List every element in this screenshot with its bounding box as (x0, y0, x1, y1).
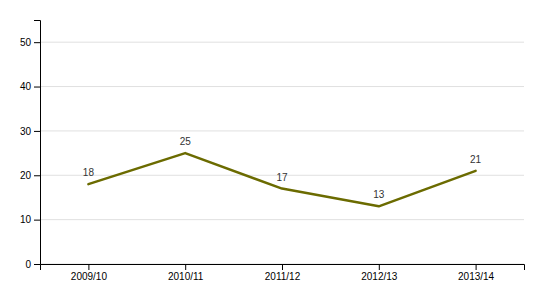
y-tick: 50 (20, 37, 40, 48)
x-tick-mark (88, 264, 89, 270)
x-tick: 2009/10 (71, 264, 108, 282)
x-tick: 2011/12 (265, 264, 301, 282)
x-tick: 2012/13 (361, 264, 398, 282)
x-tick-label: 2010/11 (168, 271, 204, 282)
data-label: 13 (373, 189, 385, 200)
x-tick-label: 2012/13 (361, 271, 398, 282)
data-label: 25 (180, 136, 192, 147)
chart: 010203040502009/102010/112011/122012/132… (0, 0, 548, 294)
data-label: 21 (470, 154, 482, 165)
y-tick-mark (34, 42, 40, 43)
line (88, 153, 475, 206)
y-tick-label: 50 (20, 37, 32, 48)
x-tick: 2013/14 (458, 264, 495, 282)
y-tick: 10 (20, 214, 40, 225)
x-tick-mark (282, 264, 283, 270)
data-labels: 18 25 17 13 21 (83, 136, 482, 200)
y-axis: 0 10 20 30 40 50 (20, 21, 41, 270)
x-tick-label: 2009/10 (71, 271, 108, 282)
x-tick-label: 2013/14 (458, 271, 495, 282)
x-tick-label: 2011/12 (265, 271, 301, 282)
data-label: 18 (83, 167, 95, 178)
y-tick-mark (34, 175, 40, 176)
grid-line (40, 130, 524, 131)
y-tick-label: 20 (20, 170, 32, 181)
x-tick: 2010/11 (168, 264, 204, 282)
y-tick-mark (34, 87, 40, 88)
data-label: 17 (276, 172, 288, 183)
x-tick-mark (185, 264, 186, 270)
y-tick: 30 (20, 126, 40, 137)
y-axis-line (34, 21, 41, 265)
y-tick-mark (34, 220, 40, 221)
y-tick: 40 (20, 81, 40, 92)
y-tick: 20 (20, 170, 40, 181)
y-tick-mark (34, 264, 40, 265)
grid (40, 42, 524, 264)
plot: 010203040502009/102010/112011/122012/132… (20, 21, 525, 283)
grid-line (40, 219, 524, 220)
marks (88, 153, 475, 206)
grid-line (40, 42, 524, 43)
y-tick-label: 10 (20, 214, 32, 225)
y-tick-label: 0 (25, 259, 31, 270)
y-tick-mark (34, 131, 40, 132)
grid-line (40, 86, 524, 87)
y-tick: 0 (25, 259, 40, 270)
x-tick-mark (379, 264, 380, 270)
x-axis: 2009/10 2010/11 2011/12 2012/13 2013/14 (41, 264, 525, 282)
y-tick-label: 40 (20, 81, 32, 92)
x-tick-mark (476, 264, 477, 270)
x-axis-line (41, 265, 525, 271)
y-tick-label: 30 (20, 126, 32, 137)
